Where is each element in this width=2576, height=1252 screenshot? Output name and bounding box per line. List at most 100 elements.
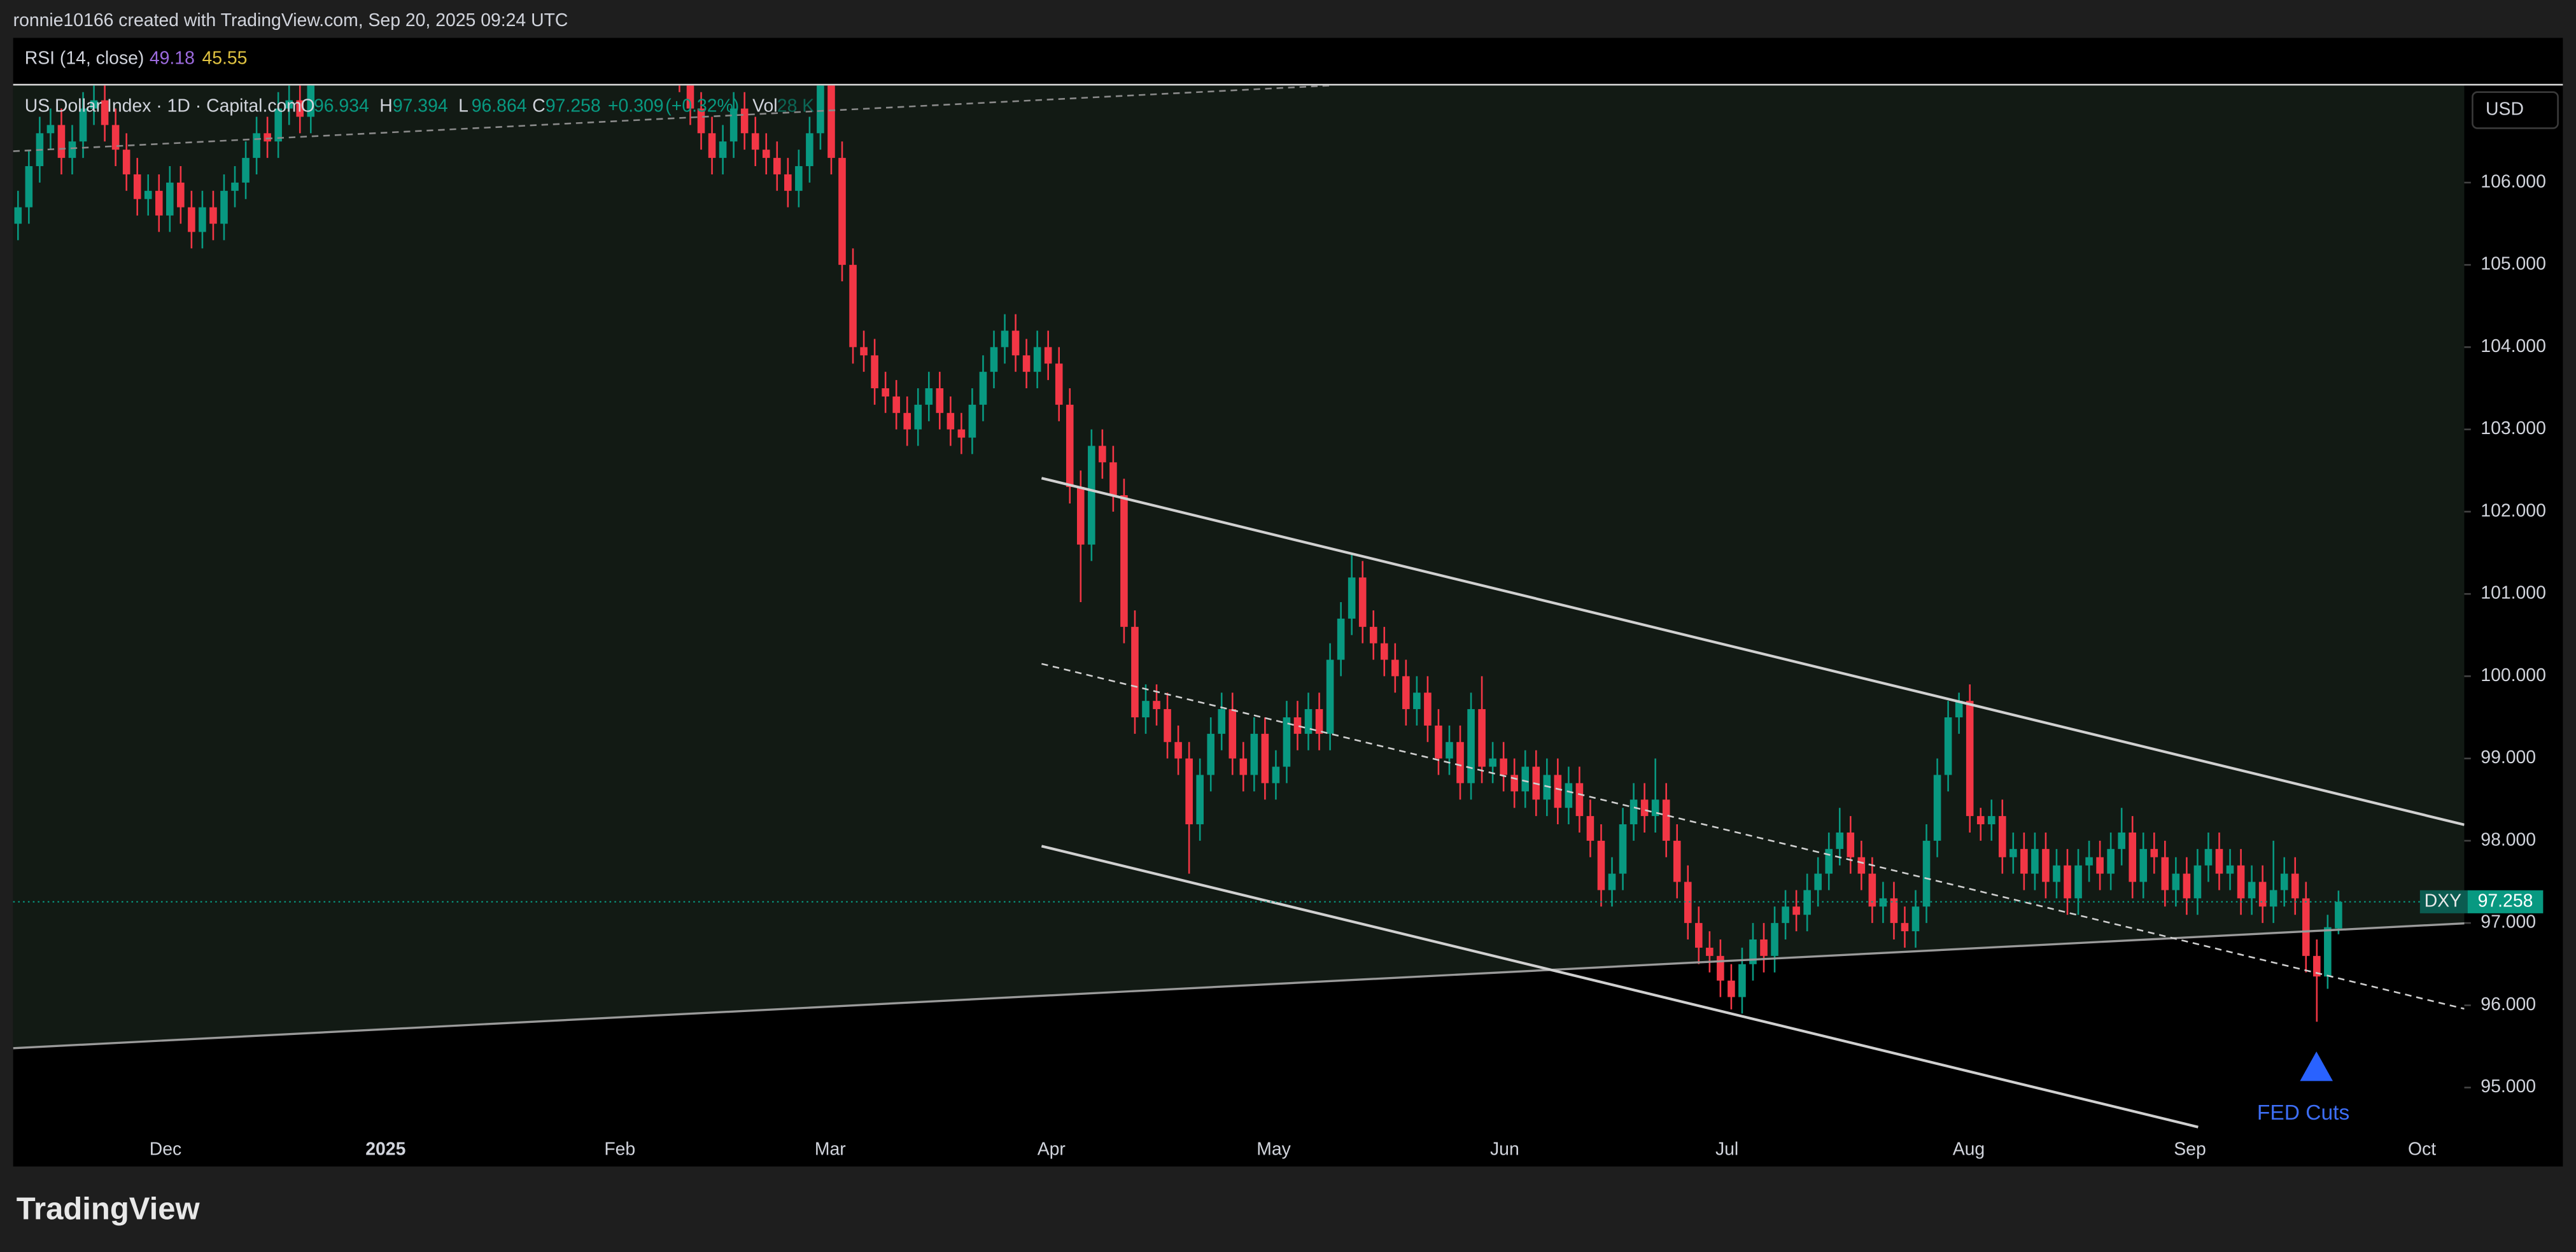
x-tick-label: Jun xyxy=(1490,1139,1519,1159)
candle-body xyxy=(968,404,976,438)
candle-body xyxy=(1706,947,1714,956)
candle-body xyxy=(1771,923,1778,956)
candle-body xyxy=(1467,709,1475,784)
change-pct: (+0.32%) xyxy=(665,95,739,116)
candle-body xyxy=(806,133,813,167)
candle-body xyxy=(947,412,955,430)
candle-body xyxy=(166,182,174,216)
candle-body xyxy=(892,396,900,413)
candle-body xyxy=(1142,701,1150,718)
candle-body xyxy=(871,355,878,389)
candle-body xyxy=(1413,693,1421,710)
candle-body xyxy=(827,85,835,158)
candle-body xyxy=(1174,742,1182,759)
candle-body xyxy=(2020,848,2028,874)
x-tick-label: Dec xyxy=(150,1139,181,1159)
candle-body xyxy=(2139,848,2148,882)
candle-body xyxy=(1901,923,1909,932)
candle-body xyxy=(1911,906,1920,932)
candle-body xyxy=(795,166,803,191)
candle-body xyxy=(264,133,271,142)
candle-body xyxy=(79,108,87,142)
channel-upper xyxy=(1041,477,2465,826)
candle-body xyxy=(1565,783,1573,808)
candle-body xyxy=(1728,980,1735,997)
candle-body xyxy=(1326,659,1334,734)
candle-body xyxy=(1380,643,1388,660)
candle-body xyxy=(1402,676,1410,710)
candle-body xyxy=(2269,890,2277,907)
candle-body xyxy=(1575,783,1584,817)
candle-body xyxy=(1099,446,1106,463)
ohlc-letter: C xyxy=(532,95,545,116)
y-tick-label: 100.000 xyxy=(2481,665,2546,686)
candle-body xyxy=(209,207,217,224)
currency[interactable]: USD xyxy=(2486,99,2524,120)
attribution: ronnie10166 created with TradingView.com… xyxy=(13,10,568,31)
y-tick-label: 106.000 xyxy=(2481,171,2546,192)
candle-body xyxy=(1792,906,1800,915)
candle-body xyxy=(155,190,163,216)
drawings xyxy=(13,85,2465,1129)
candle-body xyxy=(936,388,944,413)
candle-body xyxy=(817,85,824,134)
candle-body xyxy=(1966,701,1974,817)
candle-body xyxy=(697,108,705,134)
change: +0.309 xyxy=(608,95,664,116)
candle-body xyxy=(1955,701,1963,718)
price-box xyxy=(2467,890,2544,913)
candle-body xyxy=(177,182,185,207)
candle-body xyxy=(2107,848,2115,874)
candle-body xyxy=(1369,626,1377,644)
candle-body xyxy=(274,108,282,142)
candle-body xyxy=(2215,848,2223,874)
candle-body xyxy=(1717,955,1724,981)
candle-body xyxy=(838,158,846,265)
candle-body xyxy=(2161,857,2169,890)
y-tick-label: 99.000 xyxy=(2481,747,2536,768)
candle-body xyxy=(1272,766,1280,784)
candle-body xyxy=(2280,873,2288,890)
channel-lower xyxy=(1041,845,2199,1129)
candle-body xyxy=(990,347,998,372)
candle-body xyxy=(307,85,315,117)
candle-body xyxy=(1976,816,1985,825)
candle-body xyxy=(253,133,260,158)
candle-body xyxy=(740,108,749,134)
candle-body xyxy=(1879,898,1887,907)
candle-body xyxy=(1673,840,1681,882)
candle-body xyxy=(2009,848,2017,857)
candle-body xyxy=(2074,865,2082,899)
shaded-zone xyxy=(13,85,2465,1048)
candle-body xyxy=(1076,487,1085,545)
candle-body xyxy=(762,150,770,158)
candle-body xyxy=(25,166,33,207)
candle-body xyxy=(1044,347,1052,364)
volume-name: Vol xyxy=(752,95,777,116)
candle-body xyxy=(1489,758,1496,767)
channel-mid xyxy=(1041,663,2465,1010)
candle-body xyxy=(1164,709,1171,742)
y-tick-label: 103.000 xyxy=(2481,418,2546,439)
x-tick-label: 2025 xyxy=(365,1139,405,1159)
candle-body xyxy=(1066,404,1074,488)
candle-body xyxy=(188,207,195,232)
candle-body xyxy=(1847,832,1855,857)
candle-body xyxy=(1304,709,1313,734)
candle-body xyxy=(773,158,781,174)
y-tick-label: 101.000 xyxy=(2481,583,2546,603)
candle-body xyxy=(1435,725,1442,759)
candle-body xyxy=(1608,873,1616,890)
candle-body xyxy=(231,182,239,191)
candle-body xyxy=(1391,659,1399,677)
candle-body xyxy=(1782,906,1789,924)
y-tick-label: 97.000 xyxy=(2481,912,2536,932)
currency-box[interactable] xyxy=(2472,91,2559,129)
support-line xyxy=(13,922,2465,1050)
candle-body xyxy=(2302,898,2310,956)
candle-body xyxy=(2291,873,2299,899)
candle-body xyxy=(1283,717,1291,767)
candle-body xyxy=(111,125,120,150)
candle-body xyxy=(1629,799,1638,825)
symbol-box xyxy=(2419,890,2468,913)
